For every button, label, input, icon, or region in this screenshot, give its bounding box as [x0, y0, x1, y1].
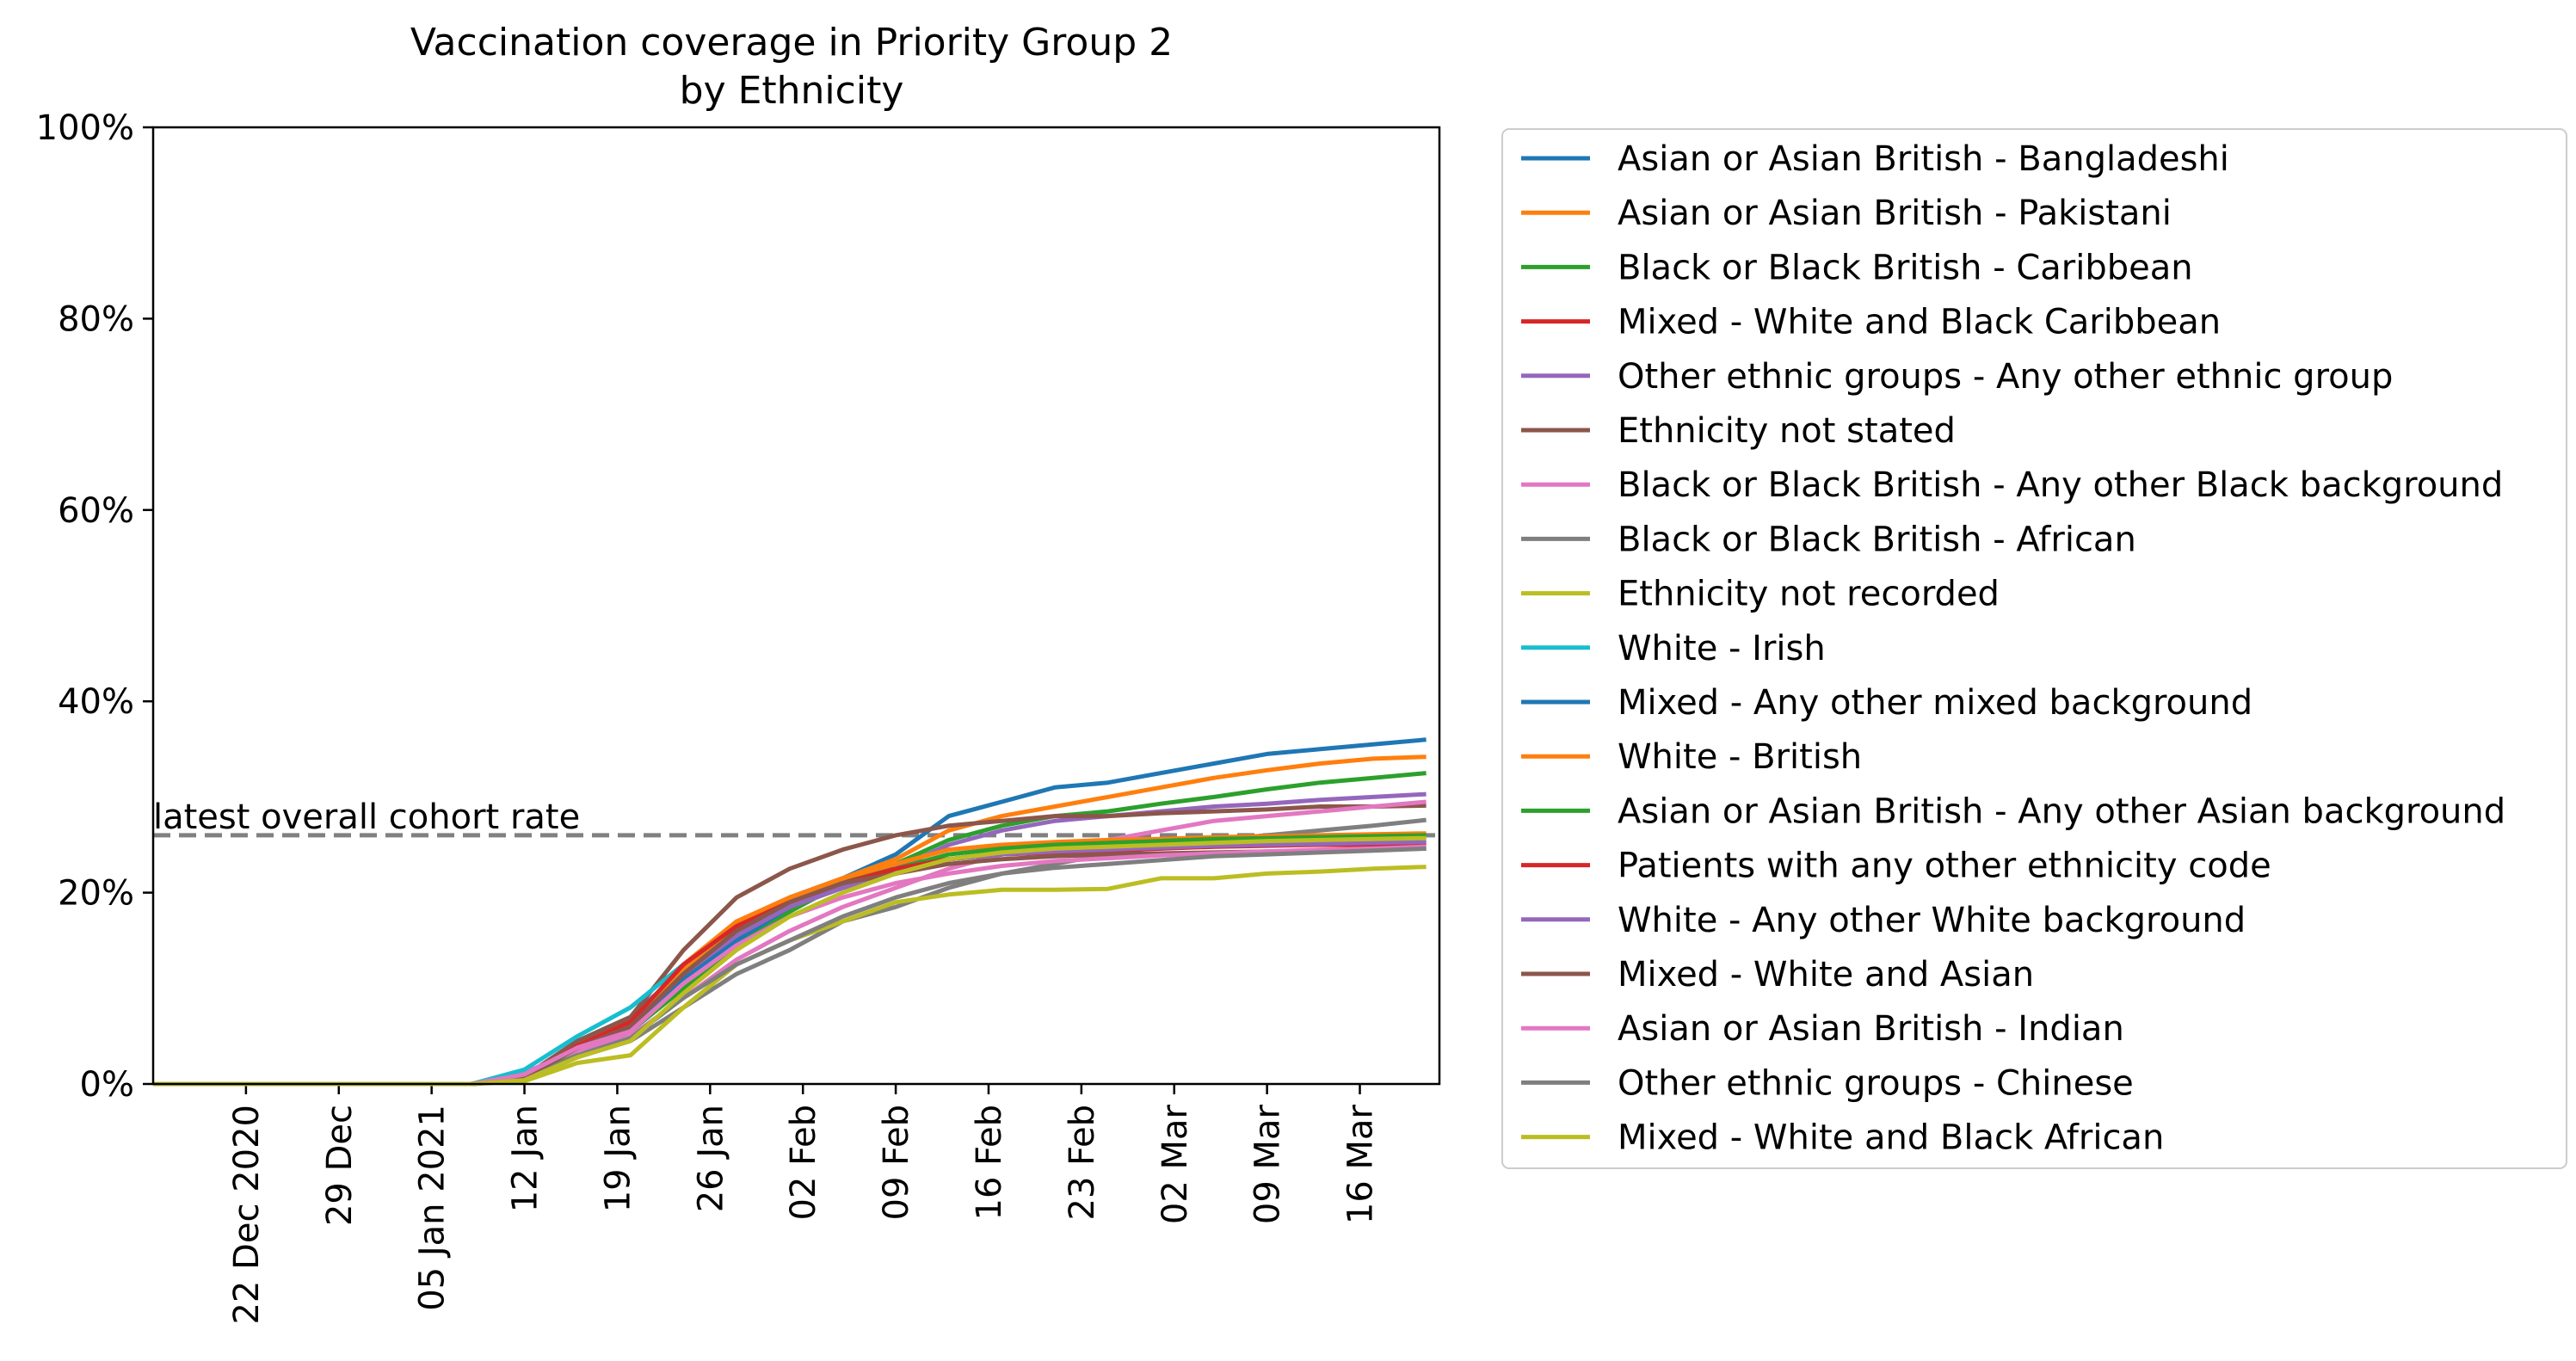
x-tick-label: 16 Feb: [970, 1105, 1009, 1220]
x-tick-label: 16 Mar: [1341, 1104, 1381, 1224]
legend-label: Asian or Asian British - Indian: [1618, 1009, 2124, 1049]
y-tick-label: 100%: [36, 108, 134, 148]
legend-label: White - British: [1618, 737, 1862, 777]
legend-label: Other ethnic groups - Any other ethnic g…: [1618, 357, 2393, 397]
y-tick-label: 80%: [58, 299, 134, 339]
legend-label: Mixed - White and Black African: [1618, 1118, 2164, 1158]
y-axis-ticks: 0% 20% 40% 60% 80% 100%: [36, 108, 153, 1105]
x-tick-label: 09 Mar: [1248, 1104, 1288, 1224]
series-line: [153, 833, 1427, 1087]
x-tick-label: 19 Jan: [598, 1105, 638, 1212]
legend-label: White - Irish: [1618, 629, 1826, 668]
legend-label: Other ethnic groups - Chinese: [1618, 1063, 2134, 1103]
x-tick-label: 02 Feb: [784, 1105, 823, 1220]
legend-label: Black or Black British - Any other Black…: [1618, 465, 2503, 505]
series-line: [153, 803, 1427, 1087]
legend-label: Patients with any other ethnicity code: [1618, 847, 2271, 886]
plot-frame: [151, 126, 1441, 1086]
legend-label: Mixed - White and Asian: [1618, 955, 2034, 995]
x-tick-label: 12 Jan: [506, 1105, 545, 1212]
legend-label: Asian or Asian British - Any other Asian…: [1618, 791, 2505, 831]
series-line: [153, 846, 1427, 1087]
legend-label: Mixed - Any other mixed background: [1618, 683, 2252, 723]
series-line: [153, 865, 1427, 1087]
x-axis-ticks: 22 Dec 2020 29 Dec 05 Jan 2021 12 Jan 19 Jan…: [227, 1084, 1381, 1325]
series-lines: [153, 737, 1427, 1087]
legend-frame: [1501, 128, 2567, 1169]
legend: Asian or Asian British - Bangladeshi Asia…: [1501, 128, 2567, 1169]
legend-label: Asian or Asian British - Pakistani: [1618, 194, 2172, 233]
legend-label: White - Any other White background: [1618, 901, 2246, 940]
y-tick-label: 60%: [58, 491, 134, 531]
series-line: [153, 835, 1427, 1087]
x-tick-label: 26 Jan: [691, 1105, 730, 1212]
legend-label: Ethnicity not stated: [1618, 411, 1956, 451]
chart-title-line-1: Vaccination coverage in Priority Group 2: [410, 21, 1173, 65]
legend-label: Asian or Asian British - Bangladeshi: [1618, 139, 2229, 179]
x-tick-label: 05 Jan 2021: [413, 1105, 453, 1311]
series-line: [153, 817, 1427, 1087]
x-tick-label: 29 Dec: [320, 1105, 360, 1226]
series-line: [153, 841, 1427, 1087]
legend-label: Ethnicity not recorded: [1618, 575, 2000, 614]
legend-label: Black or Black British - African: [1618, 520, 2136, 559]
series-line: [153, 844, 1427, 1087]
y-tick-label: 40%: [58, 682, 134, 722]
legend-label: Black or Black British - Caribbean: [1618, 248, 2193, 287]
y-tick-label: 0%: [80, 1065, 134, 1105]
x-tick-label: 23 Feb: [1063, 1105, 1102, 1220]
y-tick-label: 20%: [58, 874, 134, 914]
x-tick-label: 02 Mar: [1156, 1104, 1195, 1224]
reference-line-label: latest overall cohort rate: [153, 798, 580, 837]
legend-label: Mixed - White and Black Caribbean: [1618, 303, 2221, 342]
x-tick-label: 09 Feb: [877, 1105, 916, 1220]
chart-title-line-2: by Ethnicity: [680, 69, 904, 113]
x-tick-label: 22 Dec 2020: [227, 1105, 267, 1325]
series-line: [153, 834, 1427, 1087]
series-line: [153, 833, 1427, 1087]
series-line: [153, 846, 1427, 1087]
